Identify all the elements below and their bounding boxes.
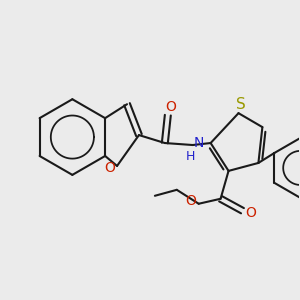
Text: N: N — [194, 136, 204, 150]
Text: O: O — [165, 100, 176, 114]
Text: S: S — [236, 97, 245, 112]
Text: O: O — [245, 206, 256, 220]
Text: O: O — [185, 194, 196, 208]
Text: H: H — [186, 151, 195, 164]
Text: O: O — [105, 161, 116, 175]
